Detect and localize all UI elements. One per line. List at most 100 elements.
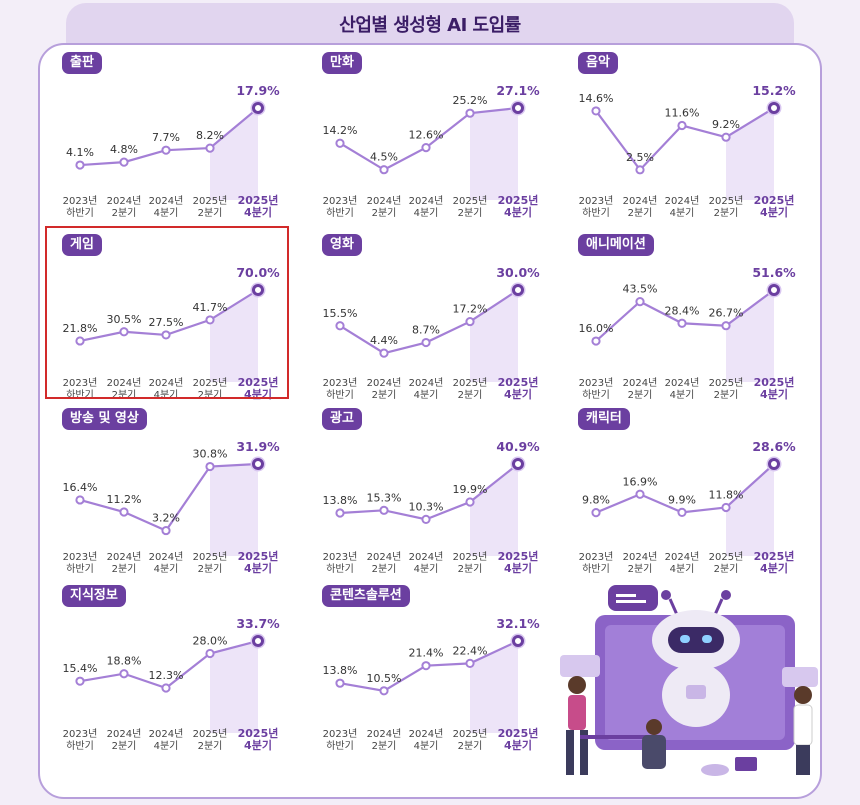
x-tick-label: 2024년 <box>107 377 142 389</box>
line-chart-8: 13.8%2023년하반기15.3%2024년2분기10.3%2024년4분기1… <box>323 439 541 575</box>
data-point <box>119 327 129 337</box>
x-tick-label: 하반기 <box>326 388 354 401</box>
data-point <box>768 102 780 114</box>
x-tick-label: 2025년 <box>709 551 744 563</box>
data-point <box>677 120 687 131</box>
data-label: 19.9% <box>453 483 488 496</box>
data-label: 33.7% <box>236 616 280 631</box>
chat-line <box>616 594 636 597</box>
x-tick-label: 2025년 <box>238 375 279 389</box>
x-tick-label: 2024년 <box>107 195 142 207</box>
x-tick-label: 2024년 <box>149 377 184 389</box>
data-point <box>512 458 524 470</box>
x-tick-label: 2025년 <box>453 551 488 563</box>
data-label: 43.5% <box>623 283 658 296</box>
x-tick-label: 2024년 <box>107 728 142 740</box>
data-label: 32.1% <box>496 616 540 631</box>
x-tick-label: 2023년 <box>323 377 358 389</box>
x-tick-label: 2024년 <box>409 195 444 207</box>
x-tick-label: 2분기 <box>112 207 137 219</box>
x-tick-label: 2024년 <box>665 195 700 207</box>
data-point <box>161 330 171 340</box>
x-tick-label: 하반기 <box>582 388 610 401</box>
data-point <box>465 316 475 327</box>
chart-title-badge: 영화 <box>322 234 362 256</box>
data-label: 15.2% <box>752 83 796 98</box>
person-right <box>793 704 813 746</box>
data-point <box>677 318 687 328</box>
antenna-ball-icon <box>721 590 731 600</box>
data-point <box>205 461 215 472</box>
x-tick-label: 2024년 <box>367 728 402 740</box>
data-point <box>421 142 431 153</box>
highlight-area <box>470 641 518 733</box>
x-tick-label: 2025년 <box>754 549 795 563</box>
x-tick-label: 2분기 <box>458 207 483 219</box>
data-point <box>721 132 731 142</box>
data-point <box>161 145 171 155</box>
side-card <box>560 655 600 677</box>
data-label: 16.4% <box>63 481 98 494</box>
data-point <box>161 525 171 536</box>
data-point <box>335 138 345 148</box>
x-tick-label: 2분기 <box>628 207 653 219</box>
highlight-area <box>470 464 518 556</box>
data-point <box>205 143 215 153</box>
chat-line <box>616 600 646 603</box>
x-tick-label: 4분기 <box>504 561 532 575</box>
x-tick-label: 2024년 <box>107 551 142 563</box>
x-tick-label: 2025년 <box>498 193 539 207</box>
x-tick-label: 2024년 <box>367 377 402 389</box>
data-label: 26.7% <box>709 307 744 320</box>
x-tick-label: 2025년 <box>238 193 279 207</box>
x-tick-label: 2024년 <box>409 551 444 563</box>
x-tick-label: 4분기 <box>414 207 439 219</box>
data-point <box>205 315 215 325</box>
x-tick-label: 2분기 <box>458 740 483 752</box>
data-label: 12.3% <box>149 669 184 682</box>
x-tick-label: 4분기 <box>760 205 788 219</box>
line-chart-2: 14.2%2023년하반기4.5%2024년2분기12.6%2024년4분기25… <box>323 83 541 219</box>
highlight-area <box>726 464 774 556</box>
data-label: 30.0% <box>496 265 540 280</box>
data-label: 11.8% <box>709 488 744 501</box>
x-tick-label: 2분기 <box>714 563 739 575</box>
data-point <box>591 106 601 116</box>
x-tick-label: 하반기 <box>66 739 94 752</box>
chart-title-badge: 게임 <box>62 234 102 256</box>
x-tick-label: 2025년 <box>498 726 539 740</box>
data-label: 30.5% <box>107 313 142 326</box>
data-label: 15.3% <box>367 491 402 504</box>
data-label: 17.9% <box>236 83 280 98</box>
x-tick-label: 2분기 <box>458 389 483 401</box>
robot-with-people-illustration <box>560 585 818 776</box>
data-point <box>75 160 85 170</box>
x-tick-label: 2024년 <box>149 728 184 740</box>
antenna-ball-icon <box>661 590 671 600</box>
data-label: 31.9% <box>236 439 280 454</box>
x-tick-label: 2024년 <box>623 377 658 389</box>
x-tick-label: 2025년 <box>453 377 488 389</box>
x-tick-label: 4분기 <box>504 205 532 219</box>
data-point <box>421 337 431 348</box>
x-tick-label: 4분기 <box>414 563 439 575</box>
data-point <box>335 508 345 518</box>
data-label: 10.5% <box>367 672 402 685</box>
data-label: 27.1% <box>496 83 540 98</box>
data-point <box>635 297 645 307</box>
x-tick-label: 2023년 <box>579 195 614 207</box>
data-point <box>75 495 85 505</box>
data-point <box>75 336 85 346</box>
x-tick-label: 4분기 <box>760 387 788 401</box>
highlight-area <box>210 108 258 200</box>
line-chart-11: 13.8%2023년하반기10.5%2024년2분기21.4%2024년4분기2… <box>323 616 541 752</box>
data-label: 13.8% <box>323 494 358 507</box>
x-tick-label: 2023년 <box>323 551 358 563</box>
data-label: 8.7% <box>412 324 440 337</box>
data-label: 15.4% <box>63 662 98 675</box>
data-point <box>119 669 129 679</box>
data-label: 16.9% <box>623 475 658 488</box>
data-point <box>252 284 264 296</box>
highlight-area <box>210 464 258 556</box>
x-tick-label: 2025년 <box>498 375 539 389</box>
